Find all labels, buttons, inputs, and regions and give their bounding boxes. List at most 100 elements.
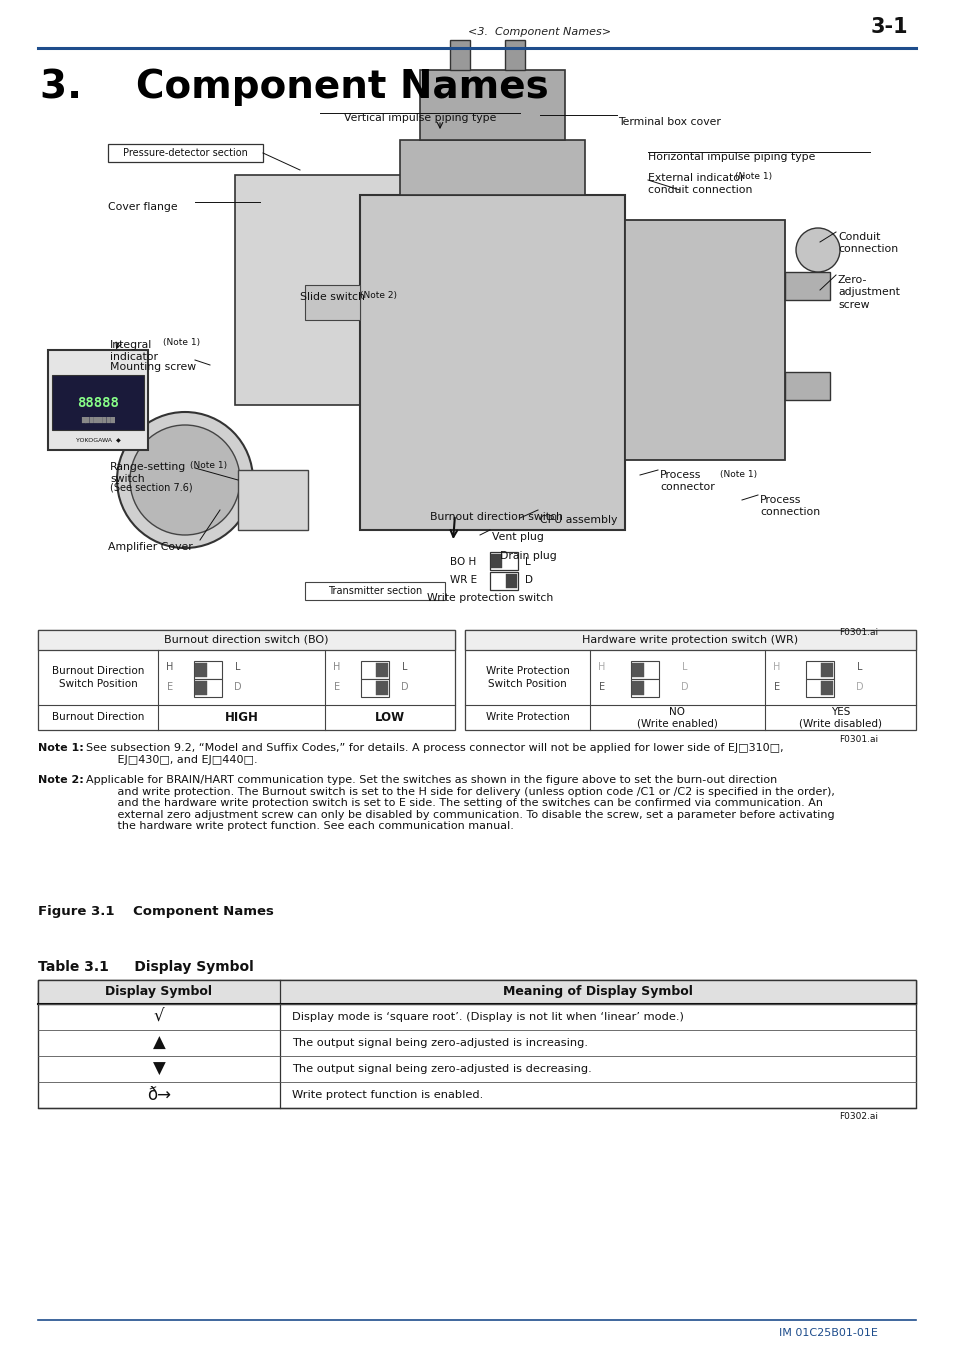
Text: Burnout Direction: Burnout Direction (51, 713, 144, 722)
Text: H: H (773, 663, 780, 672)
Circle shape (117, 412, 253, 548)
Text: Note 2:: Note 2: (38, 775, 84, 784)
Text: Burnout direction switch: Burnout direction switch (430, 512, 562, 522)
Bar (193, 660, 222, 679)
Bar (490, 552, 517, 570)
Text: 88888: 88888 (77, 396, 119, 410)
Text: ▲: ▲ (152, 1034, 165, 1052)
Bar (52, 375, 144, 431)
Text: Write protect function is enabled.: Write protect function is enabled. (292, 1089, 483, 1100)
Text: D: D (524, 575, 533, 585)
Text: Meaning of Display Symbol: Meaning of Display Symbol (502, 986, 692, 999)
Text: F0301.ai: F0301.ai (838, 628, 877, 637)
Text: Pressure-detector section: Pressure-detector section (122, 148, 247, 158)
Bar (305, 285, 359, 320)
Text: ████████: ████████ (81, 417, 115, 423)
Text: ▼: ▼ (152, 1060, 165, 1079)
Text: The output signal being zero-adjusted is decreasing.: The output signal being zero-adjusted is… (292, 1064, 591, 1075)
Text: <3.  Component Names>: <3. Component Names> (468, 27, 611, 36)
Bar (784, 271, 829, 300)
Circle shape (795, 228, 840, 271)
Text: F0301.ai: F0301.ai (838, 734, 877, 744)
Text: E: E (773, 683, 780, 693)
Text: L: L (235, 663, 240, 672)
Bar (375, 663, 388, 676)
Text: YOKOGAWA  ◆: YOKOGAWA ◆ (75, 437, 120, 441)
Text: Conduit
connection: Conduit connection (837, 232, 897, 254)
Text: CPU assembly: CPU assembly (539, 514, 617, 525)
Text: Zero-
adjustment
screw: Zero- adjustment screw (837, 275, 899, 309)
Text: Burnout direction switch (BO): Burnout direction switch (BO) (164, 634, 329, 645)
Text: Display mode is ‘square root’. (Display is not lit when ‘linear’ mode.): Display mode is ‘square root’. (Display … (292, 1012, 683, 1022)
Text: 3.    Component Names: 3. Component Names (40, 68, 548, 107)
Bar (450, 40, 470, 70)
Text: D: D (680, 683, 688, 693)
Text: Applicable for BRAIN/HART communication type. Set the switches as shown in the f: Applicable for BRAIN/HART communication … (86, 775, 834, 832)
Bar (108, 144, 263, 162)
Bar (48, 350, 148, 450)
Text: Horizontal impulse piping type: Horizontal impulse piping type (647, 153, 815, 162)
Text: E: E (598, 683, 604, 693)
Text: Cover flange: Cover flange (108, 202, 177, 212)
Text: Amplifier Cover: Amplifier Cover (108, 541, 193, 552)
Bar (38, 630, 455, 649)
Bar (360, 660, 389, 679)
Text: LOW: LOW (375, 711, 405, 724)
Text: Transmitter section: Transmitter section (328, 586, 421, 595)
Text: YES
(Write disabled): YES (Write disabled) (799, 706, 882, 728)
Bar (234, 176, 450, 405)
Text: See subsection 9.2, “Model and Suffix Codes,” for details. A process connector w: See subsection 9.2, “Model and Suffix Co… (86, 743, 782, 764)
Text: Write Protection: Write Protection (485, 713, 569, 722)
Text: BO H: BO H (450, 558, 476, 567)
Text: The output signal being zero-adjusted is increasing.: The output signal being zero-adjusted is… (292, 1038, 587, 1048)
Text: NO
(Write enabled): NO (Write enabled) (637, 706, 718, 728)
Text: (Note 1): (Note 1) (734, 171, 771, 181)
Bar (491, 554, 501, 568)
Bar (631, 680, 643, 694)
Text: D: D (401, 683, 409, 693)
Text: (Note 2): (Note 2) (359, 292, 396, 300)
Bar (624, 220, 784, 460)
Text: Figure 3.1: Figure 3.1 (38, 904, 114, 918)
Text: Process
connection: Process connection (760, 495, 820, 517)
Bar (505, 574, 517, 589)
Bar (360, 679, 389, 697)
Bar (490, 572, 517, 590)
Text: Display Symbol: Display Symbol (110, 960, 253, 973)
Text: Display Symbol: Display Symbol (106, 986, 213, 999)
Text: Note 1:: Note 1: (38, 743, 84, 753)
Text: 3-1: 3-1 (869, 18, 907, 36)
Text: H: H (166, 663, 173, 672)
Bar (193, 679, 222, 697)
Text: Component Names: Component Names (110, 904, 274, 918)
Text: Hardware write protection switch (WR): Hardware write protection switch (WR) (582, 634, 798, 645)
Text: H: H (333, 663, 340, 672)
Text: Range-setting
switch: Range-setting switch (110, 462, 186, 485)
Text: (See section 7.6): (See section 7.6) (110, 482, 193, 491)
Text: E: E (334, 683, 339, 693)
Text: Vent plug: Vent plug (492, 532, 543, 541)
Text: ð→: ð→ (147, 1085, 171, 1104)
Bar (237, 470, 308, 531)
Text: (Note 1): (Note 1) (720, 470, 757, 479)
Text: F0302.ai: F0302.ai (838, 1112, 877, 1120)
Text: Mounting screw: Mounting screw (110, 362, 196, 373)
Text: Terminal box cover: Terminal box cover (618, 117, 720, 127)
Text: Burnout Direction
Switch Position: Burnout Direction Switch Position (51, 667, 144, 688)
Text: WR E: WR E (450, 575, 476, 585)
Bar (805, 660, 833, 679)
Bar (504, 40, 524, 70)
Text: √: √ (153, 1008, 164, 1026)
Bar (464, 630, 915, 730)
Circle shape (130, 425, 240, 535)
Bar (194, 663, 207, 676)
Bar (419, 70, 564, 140)
Text: D: D (855, 683, 862, 693)
Text: External indicator
conduit connection: External indicator conduit connection (647, 173, 752, 196)
Bar (305, 582, 444, 599)
Text: H: H (598, 663, 605, 672)
Text: HIGH: HIGH (224, 711, 258, 724)
Text: L: L (681, 663, 687, 672)
Bar (464, 630, 915, 649)
Bar (821, 663, 832, 676)
